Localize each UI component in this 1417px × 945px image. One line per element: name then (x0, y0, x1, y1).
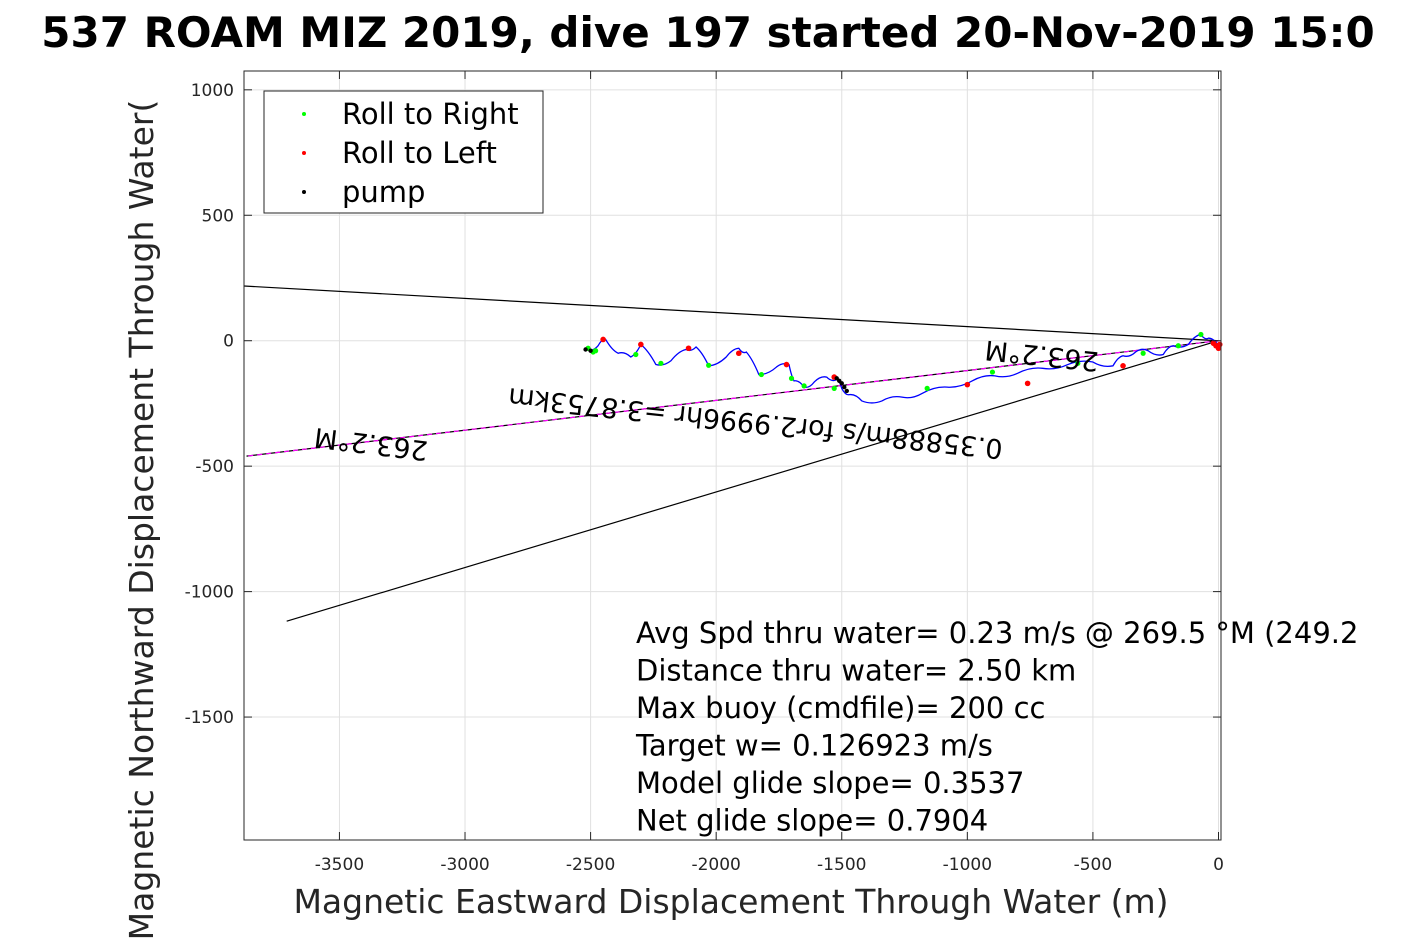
roll-left-point (735, 350, 742, 357)
roll-left-point (685, 345, 692, 352)
legend-label: Roll to Left (342, 136, 497, 170)
x-axis-label: Magnetic Eastward Displacement Through W… (293, 882, 1168, 921)
legend-label: pump (342, 175, 425, 209)
roll-right-point (658, 360, 664, 366)
x-tick-label: -3500 (315, 855, 364, 875)
roll-right-point (924, 385, 930, 391)
roll-left-point (1024, 380, 1031, 387)
roll-right-point (1075, 360, 1081, 366)
ticks: -3500 -3000 -2500 -2000 -1500 -1000 -500 0 1000 5… (185, 71, 1224, 875)
pump-point (839, 381, 844, 386)
roll-right-point (831, 385, 837, 391)
y-tick-label: 1000 (191, 81, 234, 101)
roll-right-point (1140, 350, 1146, 356)
roll-left-point (638, 341, 644, 348)
legend-label: Roll to Right (342, 97, 519, 131)
x-tick-label: -2500 (566, 855, 615, 875)
x-tick-label: -2000 (691, 855, 740, 875)
track-line (587, 333, 1220, 404)
roll-left-point (783, 361, 790, 368)
boundary-line (286, 340, 1219, 622)
roll-left-point (1216, 341, 1223, 348)
roll-left-point (964, 381, 971, 388)
roll-right-point (706, 362, 712, 368)
y-tick-label: -500 (195, 457, 234, 477)
x-tick-label: -500 (1074, 855, 1113, 875)
roll-right-point (593, 348, 599, 354)
y-tick-label: 0 (223, 332, 234, 352)
legend-box (263, 90, 544, 214)
roll-right-point (1198, 331, 1204, 338)
legend-marker (302, 190, 306, 194)
roll-right-point (989, 369, 996, 375)
pump-point (588, 348, 593, 353)
roll-right-point (758, 371, 764, 378)
grid (244, 71, 1221, 840)
legend-marker (302, 151, 306, 155)
roll-right-point (801, 383, 807, 389)
points (583, 331, 1223, 394)
annotation-line: Max buoy (cmdfile)= 200 cc (636, 691, 1045, 725)
y-tick-label: 500 (202, 206, 234, 226)
roll-left-point (1120, 363, 1126, 369)
y-tick-label: -1500 (185, 708, 234, 728)
annotation-line: Net glide slope= 0.7904 (636, 804, 988, 838)
annotation-line: Model glide slope= 0.3537 (636, 766, 1024, 800)
legend: Roll to Right Roll to Left pump (263, 90, 544, 214)
roll-right-point (633, 351, 639, 358)
x-tick-label: 0 (1213, 855, 1224, 875)
y-tick-label: -1000 (185, 583, 234, 603)
pump-point (844, 388, 849, 394)
axes-box (243, 70, 1222, 841)
pump-point (842, 384, 847, 390)
legend-marker (302, 112, 306, 116)
roll-left-point (600, 336, 606, 343)
x-tick-label: -3000 (440, 855, 489, 875)
boundary-line (243, 285, 1219, 342)
x-tick-label: -1000 (943, 855, 992, 875)
y-axis-label: Magnetic Northward Displacement Through … (122, 100, 161, 941)
x-tick-label: -1500 (817, 855, 866, 875)
roll-right-point (1175, 343, 1181, 349)
pump-point (583, 347, 588, 352)
roll-right-point (788, 375, 795, 381)
annotation-line: Target w= 0.126923 m/s (635, 729, 993, 763)
guide-lines (243, 285, 1219, 622)
annotations: Avg Spd thru water= 0.23 m/s @ 269.5 °M … (635, 616, 1358, 838)
chart-title: 537 ROAM MIZ 2019, dive 197 started 20-N… (41, 8, 1374, 57)
heading-line-dashed (246, 340, 1219, 457)
track (587, 333, 1220, 404)
annotation-line: Avg Spd thru water= 0.23 m/s @ 269.5 °M … (636, 616, 1358, 650)
annotation-line: Distance thru water= 2.50 km (636, 654, 1076, 688)
